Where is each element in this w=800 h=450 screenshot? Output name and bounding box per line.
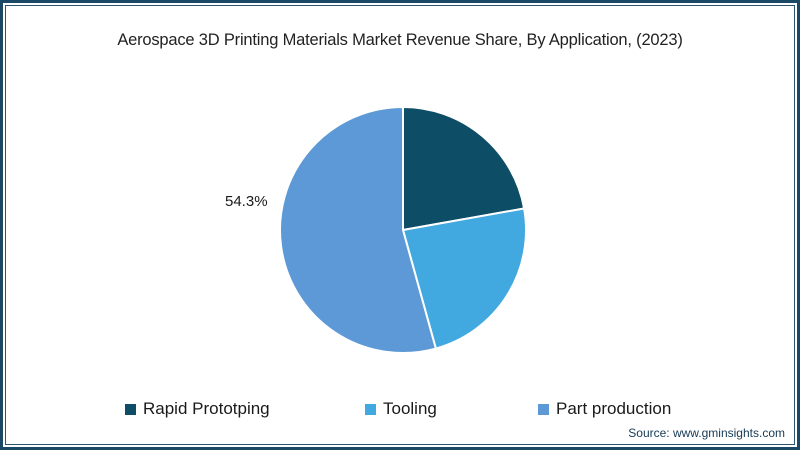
chart-title: Aerospace 3D Printing Materials Market R… <box>117 31 683 49</box>
pie-slice[interactable] <box>402 207 527 350</box>
legend-item-part-production[interactable]: Part production <box>538 399 671 419</box>
pie-slice[interactable] <box>402 106 526 231</box>
legend-swatch <box>538 403 549 415</box>
legend-swatch <box>125 403 136 415</box>
pie-chart[interactable] <box>3 3 800 450</box>
pie-slice[interactable] <box>279 106 437 354</box>
legend-label: Rapid Prototping <box>143 399 270 418</box>
legend-label: Part production <box>556 399 672 418</box>
source-attribution: Source: www.gminsights.com <box>628 426 785 440</box>
pie-slice-data-label: 54.3% <box>225 193 268 210</box>
legend-item-rapid-prototping[interactable]: Rapid Prototping <box>125 399 270 419</box>
legend-label: Tooling <box>383 399 437 418</box>
legend-item-tooling[interactable]: Tooling <box>365 399 437 419</box>
legend-swatch <box>365 403 376 415</box>
